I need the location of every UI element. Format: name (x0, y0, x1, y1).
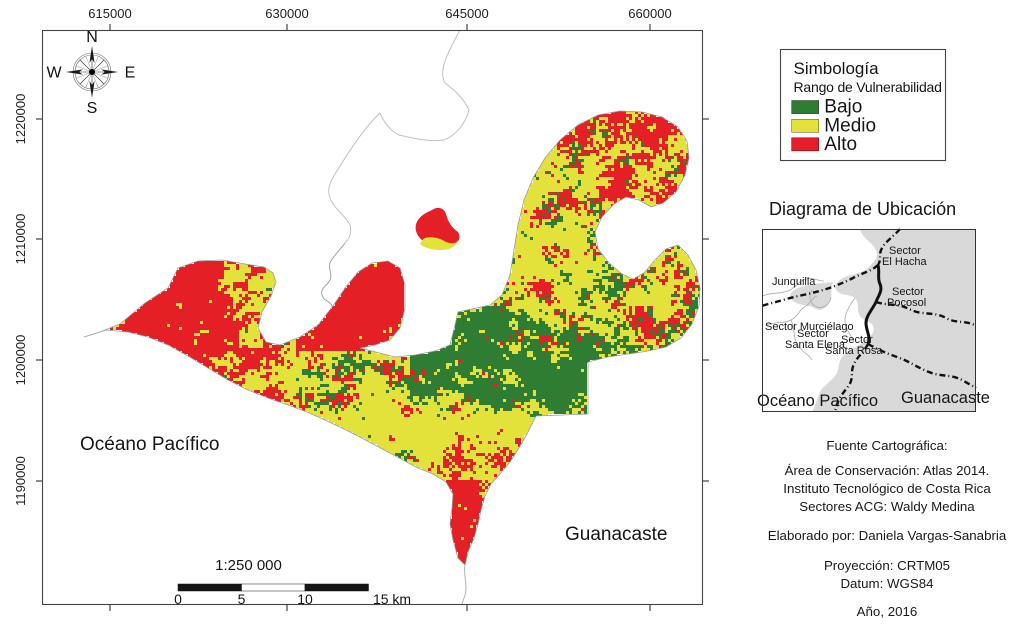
svg-text:Sectores ACG: Waldy Medina: Sectores ACG: Waldy Medina (799, 499, 975, 514)
svg-text:630000: 630000 (265, 6, 308, 21)
svg-text:Diagrama de Ubicación: Diagrama de Ubicación (769, 199, 956, 219)
svg-text:Año, 2016: Año, 2016 (857, 604, 918, 619)
svg-text:1220000: 1220000 (13, 94, 28, 145)
svg-text:Elaborado por: Daniela Vargas-: Elaborado por: Daniela Vargas-Sanabria (768, 528, 1007, 543)
svg-text:N: N (86, 29, 98, 46)
svg-text:615000: 615000 (88, 6, 131, 21)
svg-text:Rango de Vulnerabilidad: Rango de Vulnerabilidad (794, 79, 942, 95)
svg-text:645000: 645000 (445, 6, 488, 21)
svg-text:Santa Rosa: Santa Rosa (825, 345, 883, 357)
svg-text:Océano Pacífico: Océano Pacífico (757, 392, 878, 410)
svg-text:Simbología: Simbología (794, 59, 880, 78)
svg-text:Bajo: Bajo (824, 97, 862, 118)
svg-text:Pocosol: Pocosol (887, 297, 926, 309)
svg-text:Guanacaste: Guanacaste (901, 389, 990, 407)
svg-text:660000: 660000 (628, 6, 671, 21)
svg-text:Alto: Alto (824, 134, 857, 155)
svg-text:Datum: WGS84: Datum: WGS84 (840, 576, 933, 591)
svg-text:Océano Pacífico: Océano Pacífico (80, 434, 219, 455)
svg-text:Proyección: CRTM05: Proyección: CRTM05 (824, 558, 950, 573)
svg-text:Guanacaste: Guanacaste (565, 524, 667, 545)
svg-text:1:250 000: 1:250 000 (215, 557, 282, 574)
svg-text:E: E (125, 65, 136, 82)
svg-text:1210000: 1210000 (13, 214, 28, 265)
svg-text:W: W (46, 65, 62, 82)
svg-text:Fuente Cartográfica:: Fuente Cartográfica: (826, 438, 947, 453)
svg-text:1200000: 1200000 (13, 335, 28, 386)
svg-text:Junquilla: Junquilla (772, 276, 816, 288)
svg-text:Instituto Tecnológico de Costa: Instituto Tecnológico de Costa Rica (783, 481, 991, 496)
svg-text:1190000: 1190000 (13, 456, 28, 506)
svg-text:Área de Conservación: Atlas 20: Área de Conservación: Atlas 2014. (785, 463, 990, 478)
svg-text:S: S (87, 100, 98, 117)
svg-text:El Hacha: El Hacha (882, 256, 928, 268)
